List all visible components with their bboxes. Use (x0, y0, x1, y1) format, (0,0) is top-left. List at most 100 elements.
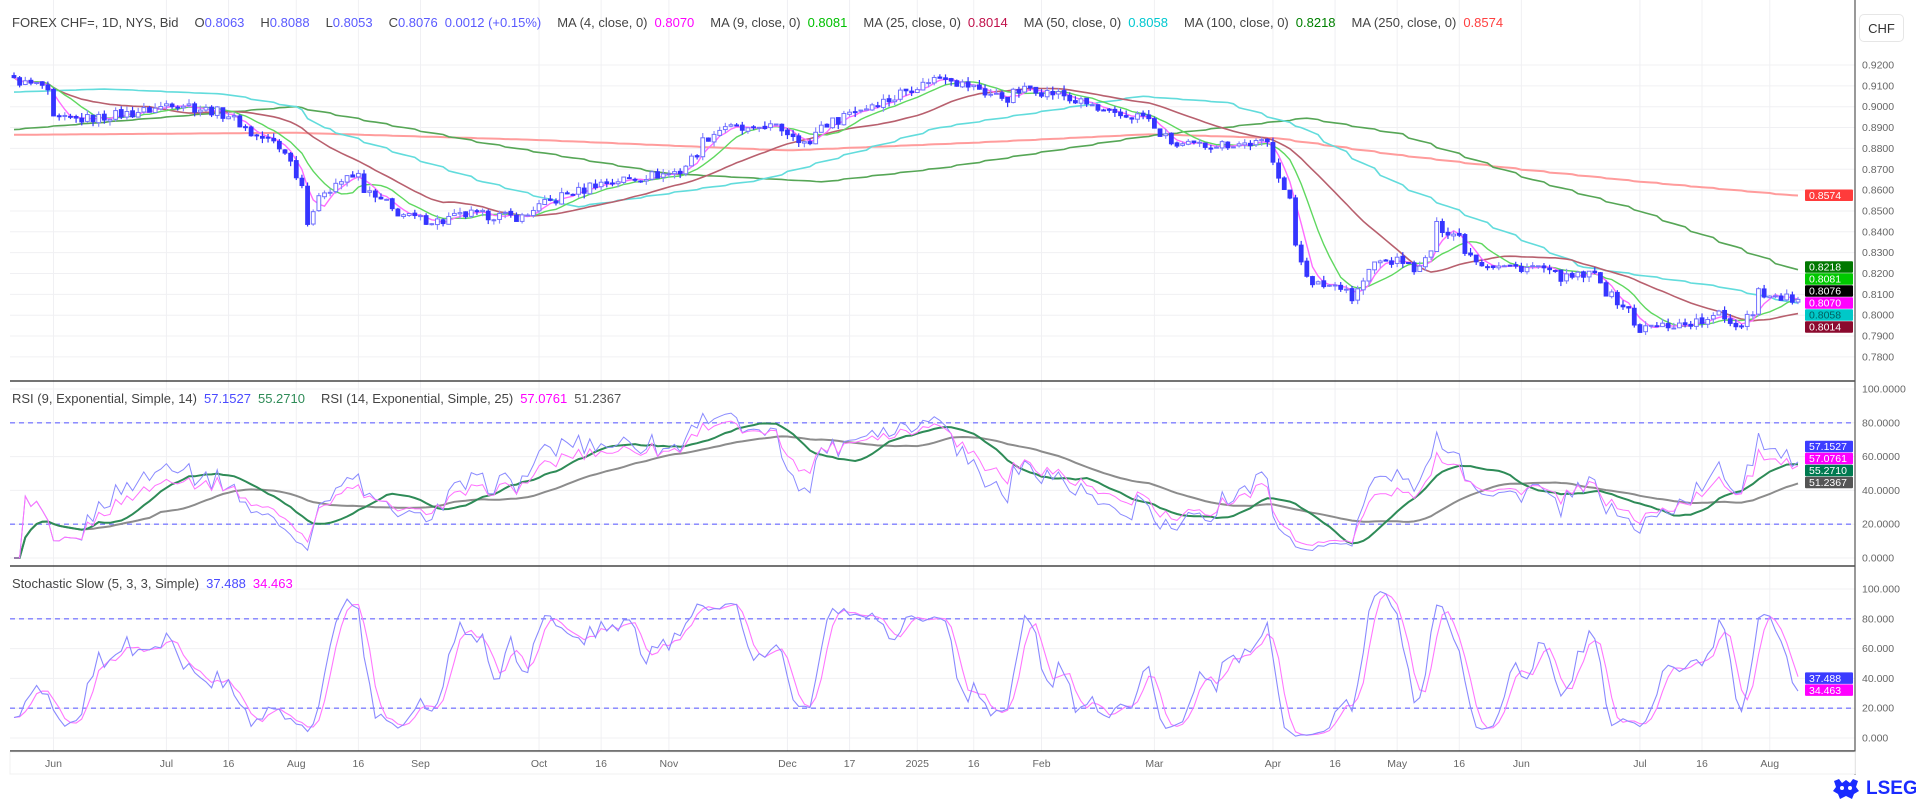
candle (1360, 277, 1366, 295)
candle (265, 133, 271, 143)
rsi-pane[interactable] (10, 412, 1855, 559)
candle-body (79, 117, 85, 123)
candle (818, 121, 824, 133)
stochastic-pane[interactable] (10, 590, 1855, 737)
time-tick-label: 16 (595, 758, 607, 770)
candle-body (1682, 322, 1688, 326)
candle-body (1710, 314, 1716, 320)
candle-body (864, 108, 869, 111)
rsi-tick-label: 20.0000 (1862, 519, 1900, 531)
candle (1400, 252, 1406, 268)
candle-body (1343, 288, 1349, 291)
candle-body (11, 75, 17, 79)
currency-button[interactable]: CHF (1859, 14, 1904, 42)
candle (147, 105, 152, 113)
candle-body (1163, 133, 1169, 137)
candle-body (615, 181, 621, 185)
candle (1315, 280, 1321, 285)
candle-body (1722, 309, 1728, 320)
candle (1422, 255, 1428, 271)
candle-body (1044, 89, 1050, 98)
stochastic-tick-label: 100.000 (1862, 584, 1900, 596)
candle (1722, 306, 1728, 323)
candle (260, 131, 265, 144)
candle (395, 207, 401, 217)
close-value: 0.8076 (397, 15, 438, 30)
candle (412, 209, 418, 219)
candle-body (141, 107, 147, 113)
time-tick-label: Aug (1760, 758, 1779, 770)
price-pane[interactable] (11, 72, 1801, 335)
candle (118, 106, 124, 120)
candle (1451, 231, 1457, 241)
candle (1513, 261, 1519, 269)
stochastic-tick-label: 20.000 (1862, 703, 1894, 715)
candle-body (638, 180, 644, 183)
candle (1569, 271, 1575, 280)
candle (271, 133, 277, 144)
price-tag-text: 0.8081 (1809, 274, 1841, 286)
candle-body (1671, 327, 1677, 330)
candle (1202, 142, 1208, 150)
stochastic-k-line (13, 590, 1799, 737)
candle-body (56, 115, 62, 118)
candle (1626, 306, 1632, 314)
candle-body (926, 82, 931, 85)
candle (1264, 138, 1270, 147)
candle (288, 151, 294, 167)
candle (1710, 312, 1716, 324)
candle-body (293, 160, 299, 179)
rsi-2-ma-line (14, 435, 1799, 559)
candle (858, 109, 864, 114)
stochastic-k-value: 37.488 (206, 576, 246, 591)
price-tag: 0.8070 (1805, 297, 1853, 310)
candle (1535, 265, 1541, 269)
rsi-legend: RSI (9, Exponential, Simple, 14) 57.1527… (12, 391, 621, 406)
candle (1366, 268, 1372, 286)
candle-body (1564, 273, 1569, 282)
candle-body (920, 81, 926, 91)
candle-body (237, 115, 243, 128)
candle (886, 94, 892, 107)
candle (960, 79, 965, 88)
candle (508, 208, 514, 218)
candle (333, 178, 339, 194)
candle (1688, 320, 1694, 330)
price-tick-label: 0.9200 (1862, 60, 1894, 72)
candle-body (1411, 262, 1417, 273)
candle-body (118, 109, 124, 118)
rsi-tag-text: 55.2710 (1809, 465, 1847, 477)
candle (1372, 261, 1377, 275)
candle (180, 103, 186, 112)
candle (237, 114, 243, 128)
candle-body (350, 174, 356, 178)
candle-body (1298, 244, 1304, 263)
candle (192, 101, 198, 117)
candle-body (519, 214, 525, 222)
candle-body (1609, 291, 1615, 298)
candle-body (310, 211, 316, 225)
candle (209, 105, 214, 118)
candle-body (785, 129, 790, 136)
candle (51, 87, 56, 117)
candle (56, 113, 62, 121)
candle-body (1778, 295, 1784, 301)
candle (491, 218, 497, 225)
candle-body (1185, 140, 1191, 145)
candle-body (576, 186, 581, 195)
candle (1631, 304, 1637, 328)
candle (621, 176, 627, 185)
candle-body (542, 198, 548, 205)
ma-50-line (13, 88, 1799, 304)
candle-body (660, 173, 666, 178)
candle-body (1456, 232, 1462, 236)
candle-body (1428, 250, 1434, 258)
rsi-tag: 57.1527 (1805, 440, 1853, 453)
price-tick-label: 0.8200 (1862, 268, 1894, 280)
candle (130, 106, 135, 118)
candle-body (1056, 91, 1061, 95)
time-tick-label: 16 (353, 758, 365, 770)
candle (231, 112, 237, 121)
candle (1428, 250, 1434, 261)
